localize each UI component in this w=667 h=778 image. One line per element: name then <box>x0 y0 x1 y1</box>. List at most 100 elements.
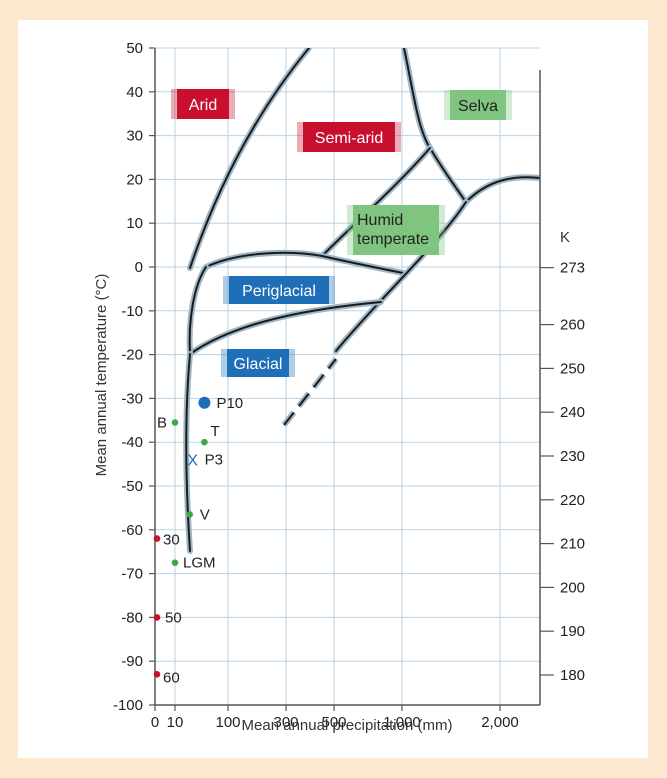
y2-tick-label: 240 <box>560 404 585 421</box>
point-marker <box>171 559 179 566</box>
y-tick-label: -70 <box>121 566 143 583</box>
region-label-bg <box>229 276 329 304</box>
y-tick-label: -80 <box>121 609 143 626</box>
region-labels: Arid Semi-arid Selva Humid temperate Periglac… <box>171 89 512 377</box>
climate-chart: Arid Semi-arid Selva Humid temperate Periglac… <box>93 40 585 734</box>
y2-tick-label: 273 <box>560 260 585 277</box>
y-tick-label: -30 <box>121 390 143 407</box>
region-label-bg <box>177 89 229 119</box>
boundary-semiarid-humid <box>321 147 431 257</box>
y-tick-label: -100 <box>113 697 143 714</box>
region-selva: Selva <box>444 90 512 120</box>
boundary-arid-semiarid <box>189 48 310 269</box>
point-60: 60 <box>153 669 180 686</box>
region-label-text: Arid <box>189 97 217 114</box>
x-tick-label: 1,000 <box>383 714 421 731</box>
point-p3: X P3 <box>187 452 223 470</box>
y2-tick-label: 190 <box>560 623 585 640</box>
region-humid-temperate: Humid temperate <box>347 205 445 255</box>
point-label: LGM <box>183 555 216 572</box>
region-label-text: Selva <box>458 98 498 115</box>
x-tick-label: 500 <box>321 714 346 731</box>
y-tick-label: -10 <box>121 303 143 320</box>
region-glacial: Glacial <box>221 349 295 377</box>
point-label: V <box>200 506 210 523</box>
region-label-bg <box>303 122 395 152</box>
climate-boundaries <box>183 48 540 554</box>
y-tick-label: -40 <box>121 434 143 451</box>
point-marker <box>153 535 161 542</box>
y-tick-label: -90 <box>121 653 143 670</box>
point-label: P3 <box>205 452 223 469</box>
boundary-halo <box>187 48 312 271</box>
point-p10: P10 <box>198 395 243 412</box>
point-label: 50 <box>165 609 182 626</box>
point-marker <box>171 419 179 426</box>
y2-tick-label: 260 <box>560 317 585 334</box>
boundary-periglacial-top <box>205 251 404 274</box>
y-tick-label: 20 <box>126 171 143 188</box>
boundary-periglacial-glacial <box>189 301 382 355</box>
region-label-bg <box>450 90 506 120</box>
y-tick-label: 40 <box>126 84 143 101</box>
y-tick-label: -60 <box>121 522 143 539</box>
right-axis-unit-label: K <box>560 229 570 246</box>
y2-tick-label: 210 <box>560 536 585 553</box>
y-tick-label: 50 <box>126 40 143 57</box>
x-tick-label: 300 <box>273 714 298 731</box>
region-label-text: Humid <box>357 212 403 229</box>
y-axis-label: Mean annual temperature (°C) <box>93 274 110 477</box>
region-label-text: Glacial <box>234 356 283 373</box>
region-label-bg <box>227 349 289 377</box>
point-t: T <box>201 423 220 446</box>
y-tick-label: 0 <box>135 259 143 276</box>
point-b: B <box>157 414 179 431</box>
point-marker <box>201 438 208 446</box>
point-50: 50 <box>153 609 182 626</box>
point-marker <box>198 396 211 409</box>
y2-tick-label: 230 <box>560 448 585 465</box>
axes: 50403020100-10-20-30-40-50-60-70-80-90-1… <box>113 40 585 731</box>
point-v: V <box>186 506 210 523</box>
point-label: B <box>157 414 167 431</box>
y2-tick-label: 220 <box>560 492 585 509</box>
region-label-text: temperate <box>357 231 429 248</box>
y-tick-label: -50 <box>121 478 143 495</box>
y-tick-label: 30 <box>126 128 143 145</box>
y2-tick-label: 200 <box>560 579 585 596</box>
point-marker-cross: X <box>187 453 198 470</box>
boundary-semiarid-selva <box>403 48 431 149</box>
x-tick-label: 100 <box>215 714 240 731</box>
x-axis-label: Mean annual precipitation (mm) <box>242 717 453 734</box>
point-marker <box>186 511 194 518</box>
grid-lines <box>154 47 540 706</box>
x-tick-label: 2,000 <box>481 714 519 731</box>
y2-tick-label: 180 <box>560 667 585 684</box>
point-label: T <box>210 423 219 440</box>
y-tick-label: 10 <box>126 215 143 232</box>
region-label-bg <box>353 205 439 255</box>
boundary-glacial-cold <box>185 353 191 552</box>
boundary-selva-inner <box>429 147 467 203</box>
point-lgm: LGM <box>171 555 216 572</box>
y2-tick-label: 250 <box>560 360 585 377</box>
boundary-humid-lower <box>335 201 467 352</box>
y-tick-label: -20 <box>121 347 143 364</box>
boundary-halo <box>203 249 406 276</box>
region-label-text: Semi-arid <box>315 130 383 147</box>
region-label-text: Periglacial <box>242 283 316 300</box>
region-semi-arid: Semi-arid <box>297 122 401 152</box>
boundary-selva-humid <box>465 176 540 203</box>
point-label: 60 <box>163 669 180 686</box>
point-label: P10 <box>216 395 243 412</box>
chart-frame: Arid Semi-arid Selva Humid temperate Periglac… <box>18 20 648 758</box>
region-periglacial: Periglacial <box>223 276 335 304</box>
region-arid: Arid <box>171 89 235 119</box>
boundary-extrapolated <box>281 357 339 427</box>
point-label: 30 <box>163 532 180 549</box>
x-tick-label: 10 <box>167 714 184 731</box>
boundary-arid-glacial <box>188 266 207 355</box>
x-tick-label: 0 <box>151 714 159 731</box>
point-30: 30 <box>153 532 180 549</box>
